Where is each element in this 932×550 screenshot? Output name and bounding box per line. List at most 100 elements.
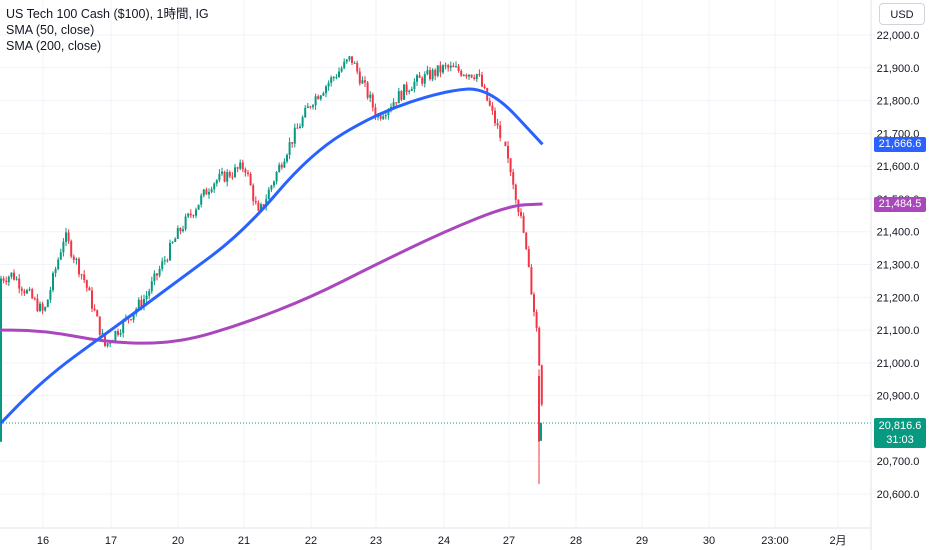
sma200-line <box>0 202 543 345</box>
candle-body <box>400 91 403 100</box>
candle-body <box>44 307 47 311</box>
candle-body <box>145 295 148 300</box>
legend: US Tech 100 Cash ($100), 1時間, IG SMA (50… <box>6 6 209 54</box>
candle-body <box>231 176 234 178</box>
candle-body <box>189 213 192 216</box>
candle-body <box>241 162 244 170</box>
candle-body <box>10 272 13 277</box>
candle-body <box>293 127 296 144</box>
candle-body <box>122 320 125 333</box>
candle-body <box>540 422 542 441</box>
candle-body <box>353 62 356 64</box>
price-tick-label: 21,800.0 <box>877 96 920 108</box>
last-price-value: 20,816.6 <box>878 420 922 432</box>
candle-body <box>70 241 73 257</box>
time-tick-label: 20 <box>172 535 184 547</box>
candle-body <box>197 204 200 210</box>
candle-body <box>304 107 307 118</box>
candle-body <box>283 161 286 168</box>
time-axis: 16 17 20 21 22 23 24 27 28 29 30 23:00 2月 <box>37 535 847 547</box>
candle-body <box>106 343 109 346</box>
grid-lines <box>0 0 871 528</box>
candle-body <box>322 93 325 96</box>
time-tick-label: 27 <box>503 535 515 547</box>
legend-sma50[interactable]: SMA (50, close) <box>6 23 95 37</box>
candle-body <box>148 291 151 296</box>
candle-body <box>496 123 499 126</box>
candle-body <box>431 69 434 80</box>
candle-body <box>364 80 366 83</box>
candle-body <box>325 86 327 94</box>
candle-body <box>132 313 135 320</box>
candle-body <box>187 213 190 217</box>
candle-body <box>236 167 239 169</box>
candle-body <box>208 191 210 195</box>
candle-body <box>15 278 18 280</box>
price-tick-label: 21,000.0 <box>877 358 920 370</box>
candle-body <box>327 82 330 87</box>
candle-body <box>62 241 65 253</box>
candle-body <box>314 96 317 106</box>
candle-body <box>215 180 218 184</box>
candle-body <box>447 65 450 68</box>
candle-body <box>80 274 83 276</box>
candle-body <box>210 189 213 192</box>
candle-body <box>244 169 247 173</box>
candle-body <box>416 75 418 82</box>
candle-body <box>161 261 164 269</box>
candle-body <box>306 106 309 108</box>
candle-body <box>434 69 437 76</box>
candle-body <box>421 77 424 84</box>
candle-body <box>288 142 291 155</box>
candle-body <box>470 74 473 78</box>
time-tick-label: 16 <box>37 535 49 547</box>
candle-body <box>254 200 257 203</box>
candle-body <box>340 68 343 72</box>
candle-body <box>57 259 60 269</box>
candle-body <box>522 215 525 233</box>
candle-body <box>442 65 444 73</box>
candle-body <box>343 61 346 69</box>
candle-body <box>65 232 67 242</box>
candle-body <box>312 105 314 108</box>
candle-body <box>335 77 338 79</box>
candle-body <box>317 96 320 100</box>
legend-sma200[interactable]: SMA (200, close) <box>6 39 102 53</box>
candle-body <box>338 71 340 78</box>
price-tick-label: 21,900.0 <box>877 63 920 75</box>
candle-body <box>382 116 385 119</box>
candle-body <box>278 164 281 173</box>
candle-body <box>223 171 226 182</box>
candle-body <box>101 333 104 335</box>
candle-body <box>163 260 166 262</box>
candle-body <box>49 290 52 300</box>
candle-body <box>239 162 242 169</box>
price-tick-label: 21,400.0 <box>877 227 920 239</box>
candle-body <box>319 95 322 100</box>
candle-body <box>143 299 145 308</box>
currency-button[interactable]: USD <box>879 3 925 25</box>
candle-body <box>395 102 398 104</box>
candle-body <box>31 289 34 299</box>
candle-body <box>351 56 353 63</box>
candle-body <box>98 316 101 335</box>
sma50-line <box>0 87 544 427</box>
candle-body <box>538 327 541 366</box>
candle-body <box>439 65 442 73</box>
candle-body <box>158 268 161 276</box>
candle-body <box>54 268 57 273</box>
time-tick-label: 29 <box>636 535 648 547</box>
candle-body <box>23 290 26 294</box>
candle-body <box>356 62 359 72</box>
candle-body <box>280 164 283 168</box>
candle-body <box>494 110 496 124</box>
candle-body <box>192 215 195 217</box>
candle-body <box>379 114 382 119</box>
candle-body <box>52 272 54 291</box>
candle-body <box>444 65 447 67</box>
candle-body <box>512 172 515 185</box>
candle-body <box>78 258 80 275</box>
candle-body <box>93 308 96 311</box>
candle-body <box>218 173 221 181</box>
